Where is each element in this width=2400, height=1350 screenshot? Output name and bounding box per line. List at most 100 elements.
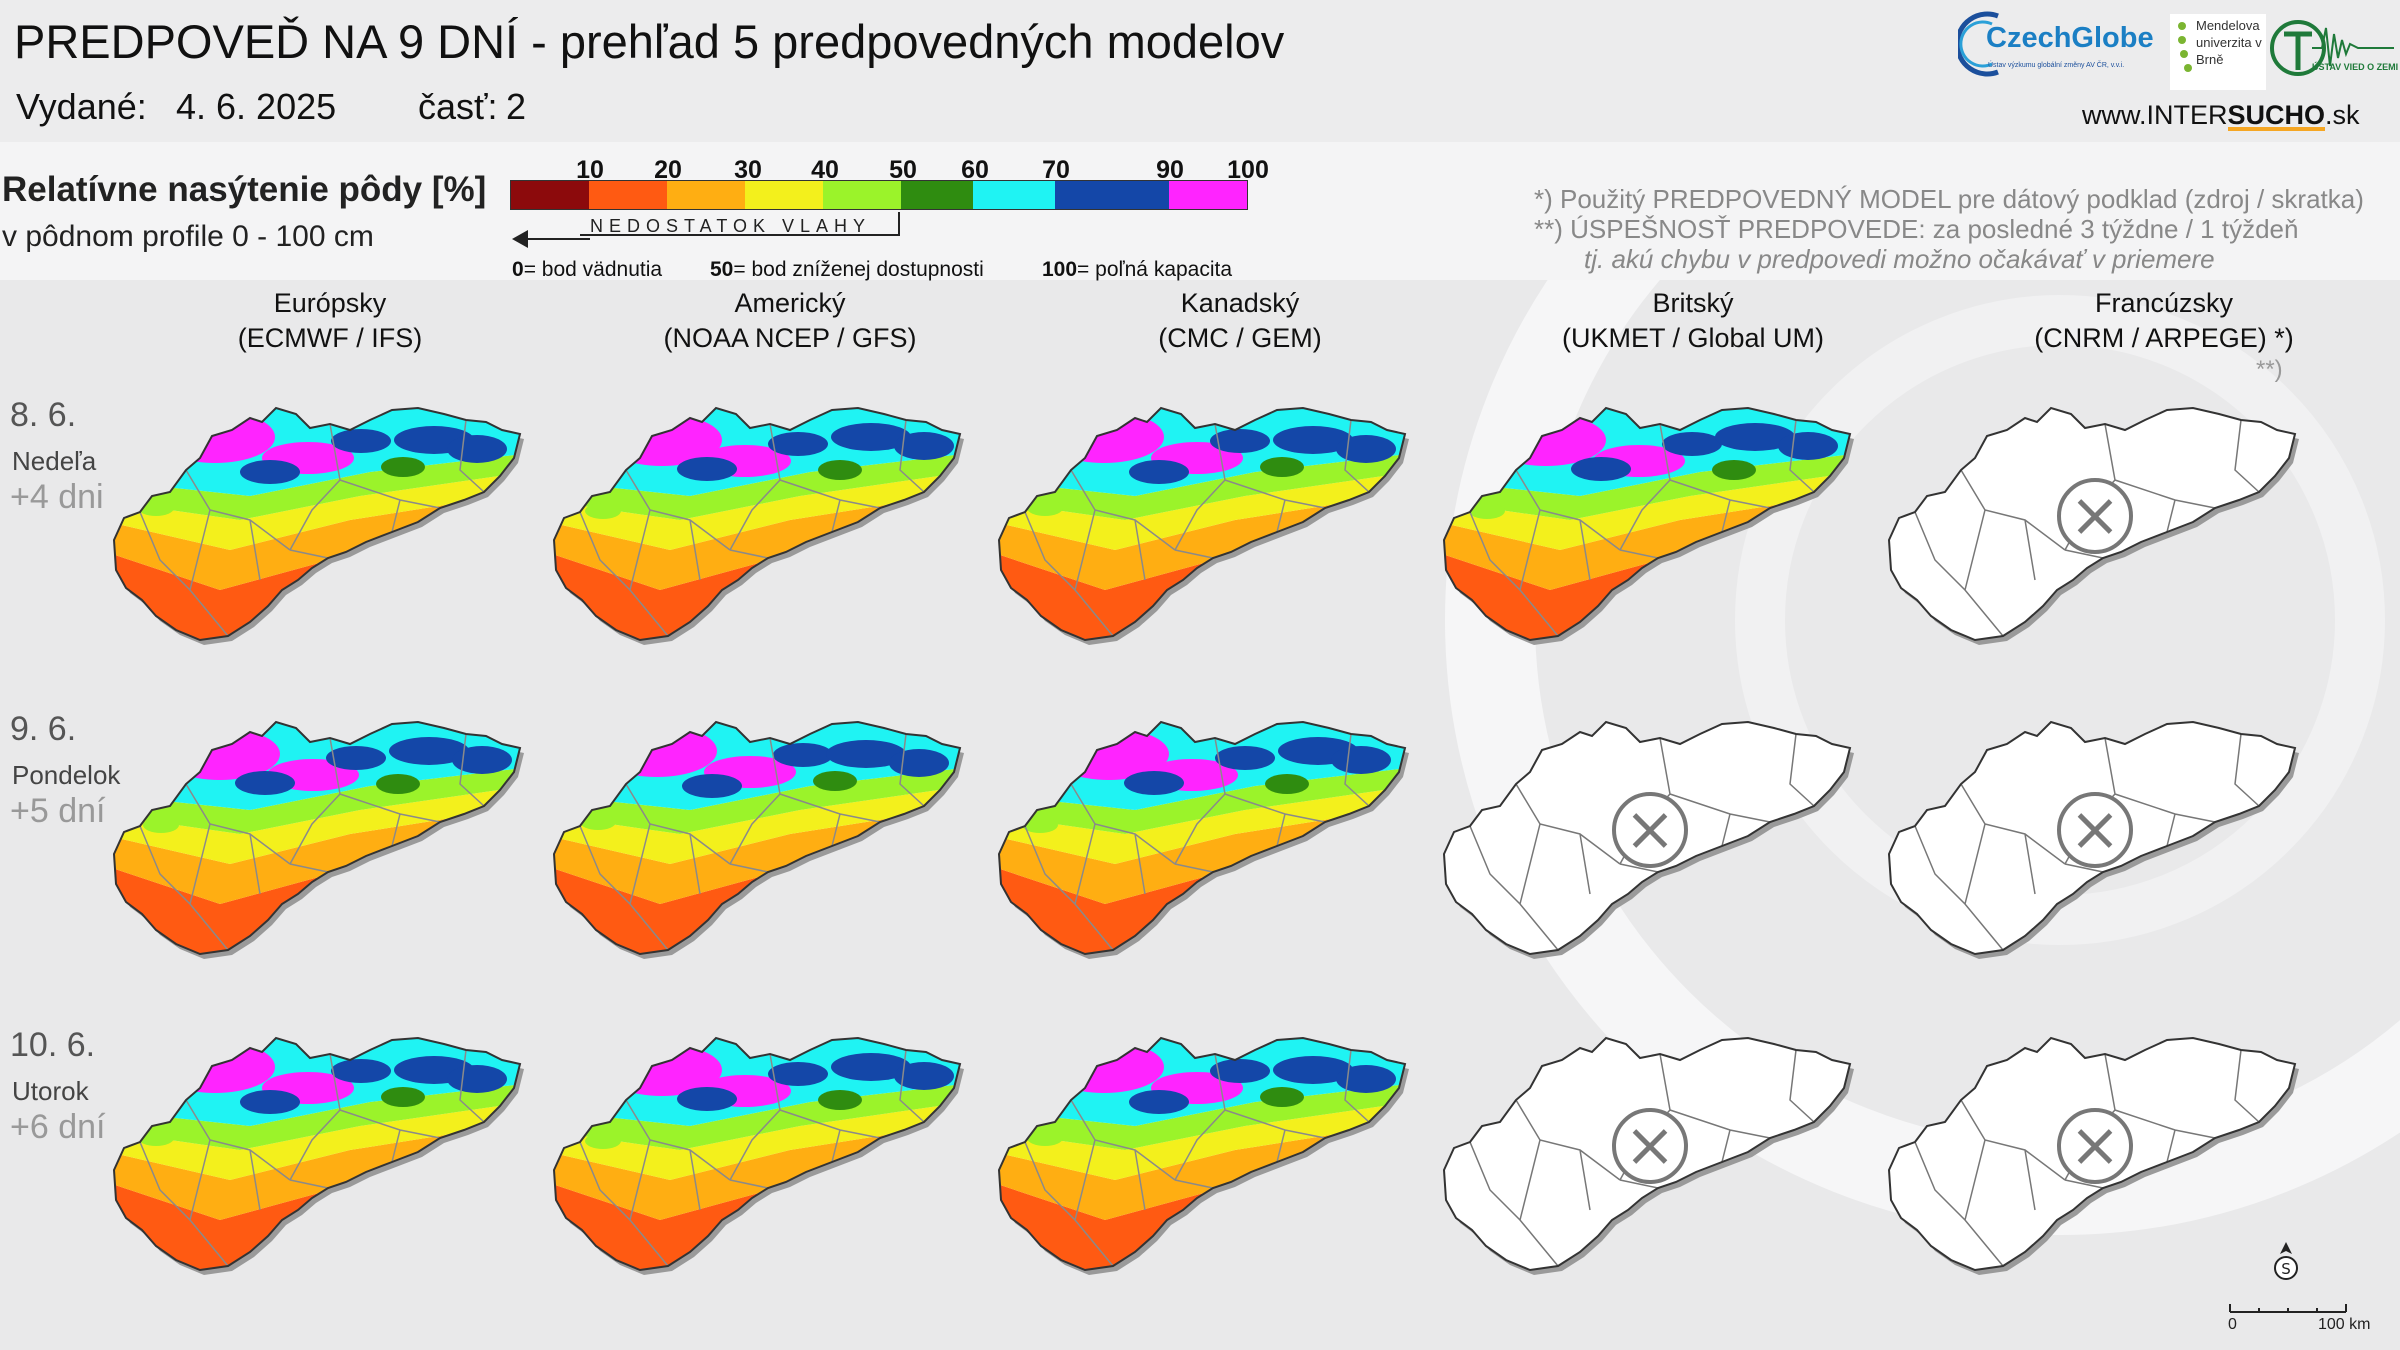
country-outline — [552, 406, 962, 642]
legend-band — [0, 142, 2400, 280]
soil-moisture-zone — [114, 470, 520, 550]
soil-moisture-zone — [554, 784, 960, 864]
soil-moisture-patch — [1336, 1065, 1396, 1093]
row-day: Pondelok — [12, 760, 121, 790]
soil-moisture-zone — [999, 470, 1405, 550]
forecast-map[interactable] — [540, 400, 980, 660]
soil-moisture-patch — [818, 1090, 862, 1110]
legend-tick-label: 10 — [576, 156, 604, 184]
soil-moisture-zone — [114, 452, 520, 520]
model-code: (CMC / GEM) — [1158, 323, 1322, 354]
legend-swatch — [1169, 181, 1247, 209]
soil-moisture-patch — [677, 1087, 737, 1111]
soil-moisture-zone — [114, 1100, 520, 1180]
scale-100km-label: 100 km — [2318, 1316, 2371, 1333]
part-value: 2 — [506, 86, 527, 127]
soil-moisture-patch — [1129, 460, 1189, 484]
forecast-map-unavailable[interactable] — [1875, 714, 2315, 974]
soil-moisture-patch — [1124, 771, 1184, 795]
soil-moisture-zone — [554, 470, 960, 550]
mendel-dots-icon — [2178, 22, 2192, 72]
forecast-map[interactable] — [540, 1030, 980, 1290]
forecast-map[interactable] — [100, 1030, 540, 1290]
soil-moisture-patch — [447, 1065, 507, 1093]
legend-swatch — [901, 181, 973, 209]
forecast-map[interactable] — [540, 714, 980, 974]
forecast-map-unavailable[interactable] — [1430, 714, 1870, 974]
soil-moisture-patch — [389, 737, 469, 765]
soil-moisture-zone — [1444, 470, 1850, 550]
soil-moisture-patch — [818, 460, 862, 480]
forecast-map[interactable] — [1430, 400, 1870, 660]
soil-moisture-patch — [143, 817, 179, 833]
model-code: (ECMWF / IFS) — [237, 323, 423, 354]
note-capacity-text: = poľná kapacita — [1077, 258, 1233, 281]
forecast-map[interactable] — [100, 714, 540, 974]
soil-moisture-patch — [682, 774, 742, 798]
mendel-logo-text: Mendelova univerzita v Brně — [2196, 18, 2262, 67]
country-outline — [997, 1036, 1407, 1272]
soil-moisture-patch — [1715, 423, 1795, 451]
czechglobe-logo[interactable]: CzechGlobe Ústav výzkumu globální změny … — [1954, 6, 2156, 78]
forecast-map[interactable] — [985, 714, 1425, 974]
legend-title: Relatívne nasýtenie pôdy [%] — [2, 170, 487, 209]
mendel-university-logo[interactable]: Mendelova univerzita v Brně — [2170, 14, 2266, 90]
note-wilting-text: = bod vädnutia — [523, 258, 663, 281]
legend-note-wilting: 0= bod vädnutia — [512, 258, 662, 282]
region-borders — [579, 1049, 925, 1267]
note-capacity-value: 100 — [1042, 258, 1078, 281]
row-date: 8. 6. — [10, 396, 77, 434]
soil-moisture-patch — [1571, 457, 1631, 481]
earth-science-institute-logo[interactable]: ÚSTAV VIED O ZEMI — [2268, 14, 2398, 86]
soil-moisture-patch — [597, 725, 717, 777]
scale-bar — [2229, 1304, 2347, 1313]
soil-moisture-patch — [452, 746, 512, 774]
soil-moisture-patch — [1210, 1059, 1270, 1083]
legend-color-scale — [510, 180, 1248, 210]
forecast-map[interactable] — [985, 400, 1425, 660]
note-wilting-value: 0 — [512, 258, 524, 281]
soil-moisture-patch — [240, 1090, 300, 1114]
model-name: Francúzsky — [2094, 288, 2234, 318]
soil-moisture-zone — [999, 766, 1405, 834]
region-borders — [139, 1049, 485, 1267]
country-outline — [112, 720, 522, 956]
country-outline — [1442, 1036, 1852, 1272]
legend-swatch — [667, 181, 745, 209]
website-link[interactable]: www.INTERSUCHO.sk — [2082, 100, 2360, 132]
soil-moisture-patch — [1260, 1087, 1304, 1107]
country-outline — [1887, 720, 2297, 956]
forecast-map-unavailable[interactable] — [1875, 400, 2315, 660]
soil-moisture-patch — [381, 457, 425, 477]
soil-moisture-patch — [1265, 774, 1309, 794]
model-header: Francúzsky (CNRM / ARPEGE) *) — [2014, 286, 2314, 356]
soil-moisture-patch — [894, 432, 954, 460]
soil-moisture-patch — [1260, 457, 1304, 477]
forecast-map-unavailable[interactable] — [1430, 1030, 1870, 1290]
soil-moisture-patch — [1469, 503, 1505, 519]
model-header: Európsky (ECMWF / IFS) — [180, 286, 480, 356]
legend-swatch — [589, 181, 667, 209]
soil-moisture-zone — [999, 1082, 1405, 1150]
country-outline — [552, 1036, 962, 1272]
slovakia-map — [997, 1036, 1409, 1275]
forecast-map-unavailable[interactable] — [1875, 1030, 2315, 1290]
soil-moisture-patch — [831, 1053, 911, 1081]
country-outline — [1442, 720, 1852, 956]
soil-moisture-patch — [1778, 432, 1838, 460]
page-title: PREDPOVEĎ NA 9 DNÍ - prehľad 5 predpoved… — [14, 15, 1285, 68]
soil-moisture-zone — [554, 766, 960, 834]
slovakia-map — [112, 406, 524, 645]
legend-note-capacity: 100= poľná kapacita — [1042, 258, 1232, 282]
left-arrow-icon — [512, 230, 590, 248]
soil-moisture-patch — [585, 503, 621, 519]
unavailable-x-icon — [1612, 1108, 1688, 1184]
soil-moisture-patch — [813, 771, 857, 791]
forecast-map[interactable] — [100, 400, 540, 660]
region-borders — [579, 419, 925, 637]
forecast-map[interactable] — [985, 1030, 1425, 1290]
legend-subtitle: v pôdnom profile 0 - 100 cm — [2, 220, 374, 253]
soil-moisture-patch — [376, 774, 420, 794]
soil-moisture-zone — [554, 1100, 960, 1180]
soil-moisture-zone — [999, 1100, 1405, 1180]
